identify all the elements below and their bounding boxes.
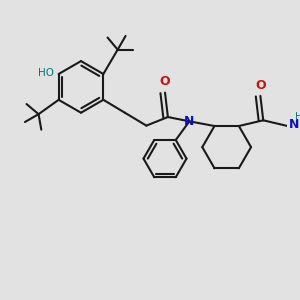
Text: HO: HO	[38, 68, 54, 78]
Text: O: O	[255, 79, 266, 92]
Text: O: O	[160, 75, 170, 88]
Text: N: N	[184, 115, 195, 128]
Text: N: N	[289, 118, 299, 131]
Text: H: H	[295, 112, 300, 122]
